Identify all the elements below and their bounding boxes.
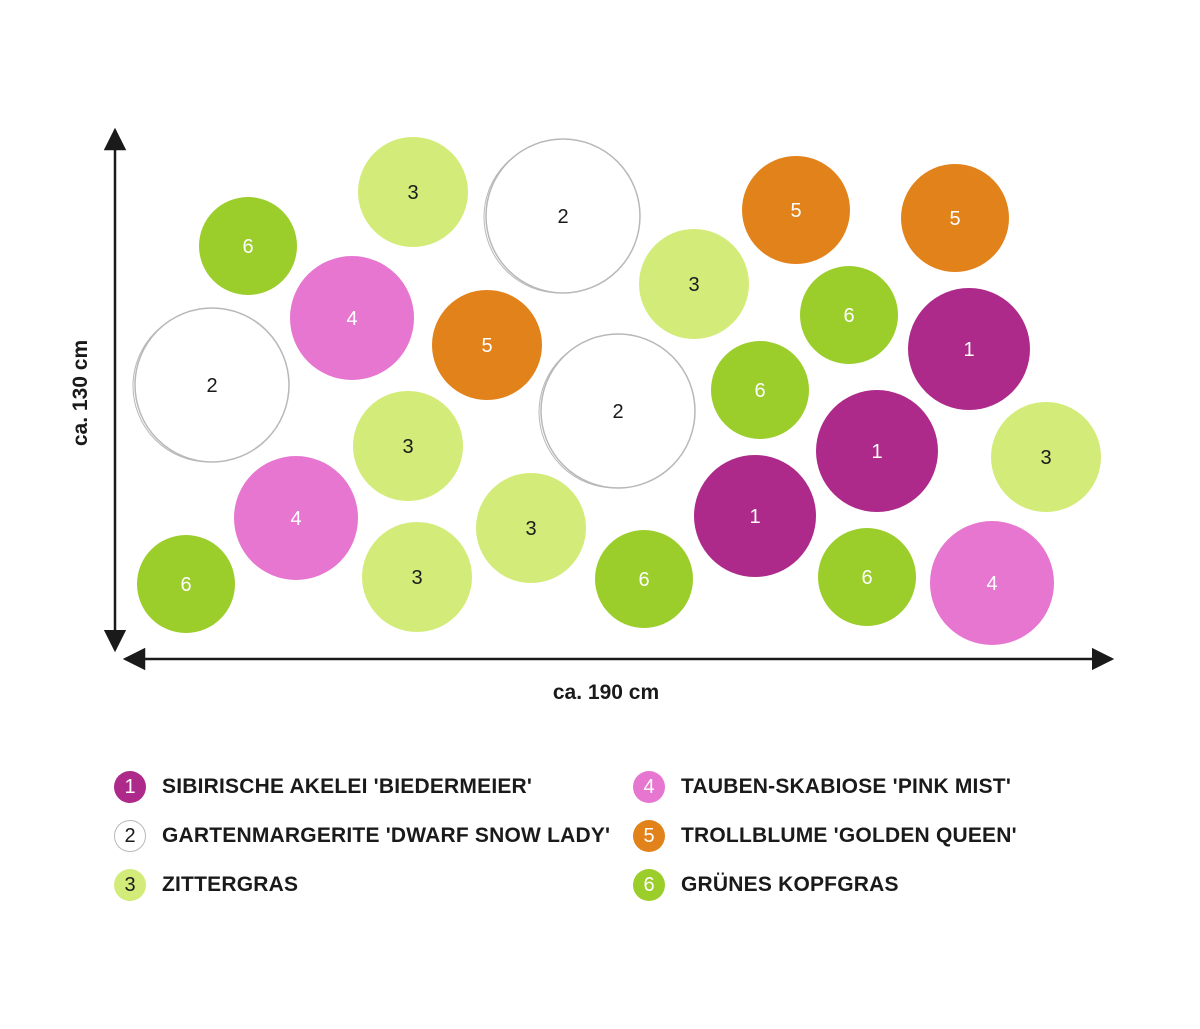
plant-circle-4 — [930, 521, 1054, 645]
plant-circle-3 — [362, 522, 472, 632]
legend-marker-2: 2 — [114, 820, 146, 852]
plant-circle-4 — [234, 456, 358, 580]
plant-circle-6 — [711, 341, 809, 439]
plant-number-label: 6 — [861, 567, 872, 589]
plant-circle-2 — [134, 307, 290, 463]
plant-circle-6 — [595, 530, 693, 628]
plant-number-label: 6 — [638, 569, 649, 591]
legend-item-5: 5 TROLLBLUME 'GOLDEN QUEEN' — [633, 819, 1017, 853]
plant-circle-3 — [639, 229, 749, 339]
plant-number-label: 3 — [1040, 447, 1051, 469]
plant-number-label: 1 — [749, 506, 760, 528]
legend-marker-4: 4 — [633, 771, 665, 803]
legend-marker-1: 1 — [114, 771, 146, 803]
legend-label-4: TAUBEN-SKABIOSE 'PINK MIST' — [681, 775, 1012, 798]
legend-item-3: 3 ZITTERGRAS — [114, 868, 298, 902]
plant-circle-2 — [540, 333, 696, 489]
plant-number-label: 3 — [525, 518, 536, 540]
plant-number-label: 4 — [290, 508, 301, 530]
legend-item-6: 6 GRÜNES KOPFGRAS — [633, 868, 899, 902]
plant-circle-6 — [137, 535, 235, 633]
plant-circle-5 — [432, 290, 542, 400]
legend-item-2: 2 GARTENMARGERITE 'DWARF SNOW LADY' — [114, 819, 610, 853]
legend-label-1: SIBIRISCHE AKELEI 'BIEDERMEIER' — [162, 775, 533, 798]
plant-circle-6 — [800, 266, 898, 364]
plant-circle-5 — [742, 156, 850, 264]
plant-number-label: 3 — [402, 436, 413, 458]
legend-marker-5: 5 — [633, 820, 665, 852]
plant-number-label: 3 — [688, 274, 699, 296]
planting-plan: ca. 130 cm ca. 190 cm 6 3 2 5 5 4 3 6 2 5 1 2 6 3 1 3 4 3… — [69, 127, 1115, 704]
plant-circle-3 — [476, 473, 586, 583]
plant-circle-3 — [991, 402, 1101, 512]
plant-number-label: 6 — [180, 574, 191, 596]
legend-marker-3: 3 — [114, 869, 146, 901]
plant-number-label: 5 — [481, 335, 492, 357]
plant-number-label: 1 — [871, 441, 882, 463]
plant-circle-1 — [908, 288, 1030, 410]
plant-circle-5 — [901, 164, 1009, 272]
height-label: ca. 130 cm — [69, 340, 92, 446]
legend-label-2: GARTENMARGERITE 'DWARF SNOW LADY' — [162, 824, 611, 847]
plant-number-label: 2 — [557, 206, 568, 228]
legend-label-5: TROLLBLUME 'GOLDEN QUEEN' — [681, 824, 1017, 847]
plant-number-label: 2 — [612, 401, 623, 423]
plant-number-label: 3 — [407, 182, 418, 204]
plant-number-label: 6 — [843, 305, 854, 327]
legend-label-6: GRÜNES KOPFGRAS — [681, 873, 899, 896]
legend-marker-6: 6 — [633, 869, 665, 901]
plant-number-label: 4 — [986, 573, 997, 595]
plant-number-label: 5 — [949, 208, 960, 230]
plant-number-label: 6 — [754, 380, 765, 402]
plant-circle-6 — [818, 528, 916, 626]
plant-circle-2 — [485, 138, 641, 294]
plant-number-label: 5 — [790, 200, 801, 222]
plant-number-label: 3 — [411, 567, 422, 589]
legend-item-4: 4 TAUBEN-SKABIOSE 'PINK MIST' — [633, 770, 1011, 804]
plant-circle-3 — [353, 391, 463, 501]
plant-circle-3 — [358, 137, 468, 247]
plant-circle-1 — [694, 455, 816, 577]
legend-item-1: 1 SIBIRISCHE AKELEI 'BIEDERMEIER' — [114, 770, 532, 804]
legend-label-3: ZITTERGRAS — [162, 873, 299, 896]
plant-number-label: 2 — [206, 375, 217, 397]
plant-circles: 6 3 2 5 5 4 3 6 2 5 1 2 6 3 1 3 4 3 1 6 3 6 6 4 — [132, 137, 1101, 645]
plant-circle-4 — [290, 256, 414, 380]
width-label: ca. 190 cm — [553, 681, 659, 704]
plant-number-label: 6 — [242, 236, 253, 258]
plant-number-label: 4 — [346, 308, 357, 330]
plant-number-label: 1 — [963, 339, 974, 361]
plant-circle-6 — [199, 197, 297, 295]
plant-circle-1 — [816, 390, 938, 512]
